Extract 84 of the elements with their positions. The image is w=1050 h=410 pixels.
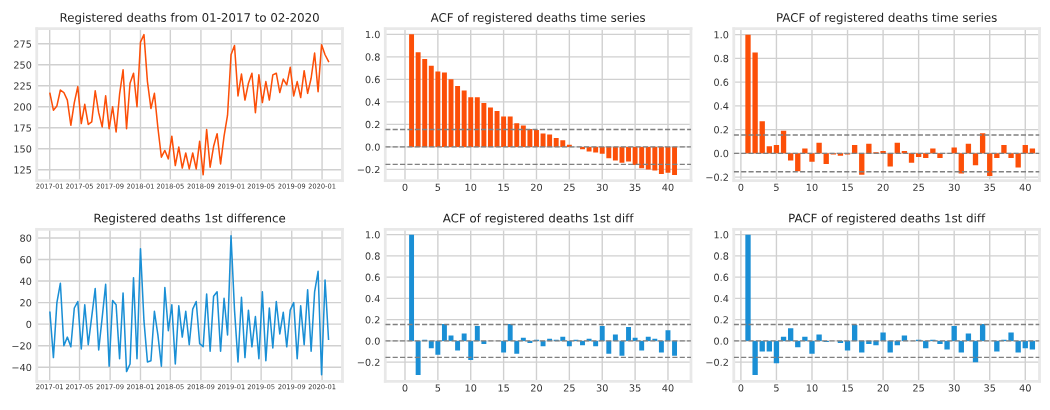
x-tick-label: 25 [563,183,575,191]
y-tick-label: 0.0 [714,337,729,345]
x-tick-label: 10 [806,384,818,392]
x-tick-label: 20 [877,384,889,392]
chart-title: PACF of registered deaths time series [777,12,997,25]
x-tick-label: 40 [1019,183,1031,191]
x-tick-label: 40 [662,183,674,191]
x-tick-label: 30 [948,384,960,392]
y-tick-label: 1.0 [714,31,729,39]
x-tick-label: 40 [662,384,674,392]
x-tick-label: 25 [563,384,575,392]
chart-title: ACF of registered deaths time series [430,12,646,25]
y-tick-label: 60 [20,255,32,264]
x-tick-label: 20 [531,384,543,392]
chart-title: Registered deaths from 01-2017 to 02-2020 [60,12,319,25]
x-tick-label: 10 [465,183,477,191]
x-tick-label: 0 [402,384,408,392]
x-tick-label: 35 [629,384,641,392]
y-tick-label: −20 [12,342,32,350]
x-tick-label: 20 [531,183,543,191]
y-tick-label: −0.2 [357,358,380,366]
x-tick-label: 15 [842,183,853,191]
y-tick-label: −0.2 [357,165,380,174]
y-tick-label: 200 [14,103,32,111]
y-tick-label: 0.2 [714,126,728,134]
y-tick-label: −0.2 [706,173,728,181]
y-tick-label: 225 [14,82,32,90]
y-tick-label: 20 [20,299,32,307]
y-tick-label: 0.6 [714,273,729,281]
x-tick-label: 0 [402,183,408,191]
y-tick-label: 0.8 [714,54,729,63]
x-tick-label: 40 [1019,384,1031,392]
y-tick-label: 0 [26,320,32,328]
x-tick-label: 35 [629,183,641,191]
x-tick-label: 30 [596,183,608,191]
x-tick-label: 15 [498,183,509,191]
y-tick-label: −0.2 [706,358,728,366]
x-tick-label: 30 [948,183,960,191]
x-tick-label: 5 [435,183,441,191]
x-tick-label: 0 [738,183,744,191]
y-tick-label: 0.4 [714,102,729,110]
chart-title: ACF of registered deaths 1st diff [442,213,634,225]
x-tick-label: 0 [738,384,744,392]
x-tick-label: 25 [913,183,924,191]
x-tick-label: 35 [984,384,996,392]
y-tick-label: 125 [14,166,32,174]
chart-title: Registered deaths 1st difference [94,213,286,225]
y-tick-label: 40 [19,277,32,285]
x-tick-label: 10 [465,384,477,392]
y-tick-label: 0.4 [365,294,380,303]
y-tick-label: 0.4 [714,294,729,303]
y-tick-label: 0.4 [365,98,380,106]
y-tick-label: 0.8 [365,252,380,260]
x-tick-label: 25 [913,384,924,392]
x-tick-label: 5 [774,183,779,191]
y-tick-label: 1.0 [366,231,380,239]
x-tick-label: 15 [842,384,853,392]
y-tick-label: 0.6 [365,273,380,281]
y-tick-label: 0.0 [365,337,380,345]
chart-title: PACF of registered deaths 1st diff [789,213,986,225]
y-tick-label: 1.0 [366,30,380,39]
x-tick-label: 35 [984,183,996,191]
x-tick-label: 20 [877,183,889,191]
y-tick-label: 0.2 [365,120,380,129]
x-tick-label: 30 [596,384,608,392]
x-tick-label: 5 [435,384,441,392]
y-tick-label: 150 [14,145,32,153]
y-tick-label: −40 [12,363,32,372]
x-tick-label: 15 [498,384,509,392]
y-tick-label: 0.8 [714,252,729,260]
y-tick-label: 0.8 [365,53,380,61]
y-tick-label: 0.2 [365,316,380,324]
x-tick-label: 5 [774,384,779,392]
y-tick-label: 275 [14,40,32,48]
y-tick-label: 175 [14,124,32,132]
y-tick-label: 1.0 [714,231,729,239]
y-tick-label: 0.0 [714,149,729,158]
y-tick-label: 0.0 [365,143,380,151]
x-tick-label: 10 [806,183,818,191]
y-tick-label: 0.6 [365,75,380,84]
y-tick-label: 0.2 [714,316,728,324]
y-tick-label: 80 [20,234,32,242]
y-tick-label: 250 [14,61,32,69]
y-tick-label: 0.6 [714,78,729,86]
